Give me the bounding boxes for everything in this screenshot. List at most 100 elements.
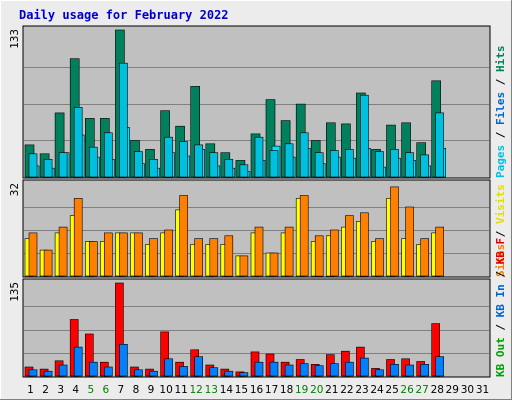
- x-tick-label-5: 5: [87, 384, 94, 396]
- bar-sites-day-11: [179, 195, 188, 277]
- bar-pages-day-20: [314, 152, 324, 178]
- x-tick-label-17: 17: [265, 384, 278, 396]
- bar-kbin-day-21: [329, 363, 339, 377]
- legend-item-files: Files: [494, 92, 507, 125]
- legend-item-visits: Visits: [494, 184, 507, 224]
- bar-pages-day-6: [104, 132, 113, 178]
- bar-sites-day-22: [345, 215, 354, 277]
- x-axis-ticks: 1 2 3 4 5 6 7 8 9 10 11 12 13 14 15 16 17 18 19 20 21 22 23 24 2…: [27, 384, 489, 396]
- legend-kb: KB Out / KB In / KB F: [494, 238, 507, 377]
- bar-sites-day-21: [329, 229, 339, 277]
- bar-kbin-day-27: [420, 363, 430, 377]
- bar-kbin-day-11: [179, 366, 188, 377]
- bar-kbin-day-1: [28, 369, 38, 377]
- bar-sites-day-28: [435, 226, 445, 277]
- panel-hits-files-pages: 133 Pages / Files / Hits: [8, 25, 507, 179]
- bar-sites-day-10: [164, 229, 173, 277]
- legend-item-sites: Sites: [494, 244, 507, 277]
- legend-separator: /: [494, 72, 507, 92]
- x-tick-label-31: 31: [476, 384, 489, 396]
- bar-pages-day-11: [179, 141, 188, 178]
- bar-sites-day-27: [420, 238, 430, 277]
- x-tick-label-19: 19: [295, 384, 308, 396]
- bar-kbin-day-12: [194, 356, 203, 377]
- bar-kbin-day-23: [360, 357, 369, 377]
- x-tick-label-8: 8: [133, 384, 140, 396]
- bar-pages-day-24: [375, 151, 384, 178]
- x-tick-label-10: 10: [159, 384, 172, 396]
- bar-kbin-day-14: [224, 370, 234, 377]
- x-tick-label-7: 7: [118, 384, 125, 396]
- bar-pages-day-23: [360, 94, 369, 178]
- x-tick-label-25: 25: [385, 384, 398, 396]
- bar-kbin-day-28: [435, 356, 445, 377]
- legend-item-pages: Pages: [494, 145, 507, 178]
- x-tick-label-18: 18: [280, 384, 293, 396]
- chart-title: Daily usage for February 2022: [19, 8, 229, 22]
- bar-kbin-day-17: [269, 361, 279, 377]
- bar-pages-day-28: [435, 112, 445, 178]
- panel-kb: 135 KB Out / KB In / KB F: [8, 238, 507, 378]
- x-tick-label-3: 3: [57, 384, 64, 396]
- bar-sites-day-4: [73, 198, 83, 277]
- bar-kbin-day-7: [119, 343, 128, 377]
- bar-pages-day-15: [239, 164, 249, 178]
- bar-pages-day-25: [390, 149, 399, 178]
- bar-pages-day-22: [345, 149, 354, 178]
- x-tick-label-12: 12: [190, 384, 203, 396]
- x-tick-label-2: 2: [42, 384, 49, 396]
- bar-kbin-day-18: [284, 364, 294, 377]
- bar-pages-day-9: [149, 159, 158, 178]
- ymax-label: 32: [8, 183, 21, 196]
- x-tick-label-4: 4: [72, 384, 79, 396]
- bar-sites-day-8: [134, 232, 143, 277]
- bar-sites-day-17: [269, 252, 279, 277]
- bar-pages-day-26: [405, 152, 414, 178]
- bar-pages-day-27: [420, 154, 430, 178]
- x-tick-label-30: 30: [461, 384, 474, 396]
- bar-sites-day-2: [43, 249, 53, 277]
- legend-hits-files-pages: Pages / Files / Hits: [494, 46, 507, 179]
- bar-kbin-day-10: [164, 358, 173, 377]
- x-tick-label-1: 1: [27, 384, 34, 396]
- x-tick-label-16: 16: [250, 384, 264, 396]
- panel-visits-sites: 32 Sites / Visits: [8, 179, 507, 278]
- bar-sites-day-6: [104, 232, 113, 277]
- x-tick-label-22: 22: [340, 384, 353, 396]
- ymax-label: 135: [8, 282, 21, 302]
- chart-panels: 133 Pages / Files / Hits 32 Sites / Visits 1…: [8, 25, 507, 378]
- bar-pages-day-5: [89, 146, 98, 178]
- bar-kbin-day-5: [89, 361, 98, 377]
- bar-pages-day-7: [119, 62, 128, 178]
- ymax-label: 133: [8, 29, 21, 49]
- bar-sites-day-12: [194, 238, 203, 277]
- bar-pages-day-3: [58, 152, 68, 178]
- bar-kbin-day-25: [390, 363, 399, 377]
- x-tick-label-27: 27: [416, 384, 429, 396]
- bar-pages-day-10: [164, 136, 173, 178]
- bar-kbin-day-26: [405, 364, 414, 377]
- bar-sites-day-26: [405, 206, 414, 277]
- bar-kbin-day-9: [149, 370, 158, 377]
- bar-kbin-day-20: [314, 365, 324, 377]
- bar-kbin-day-16: [254, 361, 264, 377]
- bar-sites-day-13: [209, 238, 219, 277]
- bar-pages-day-16: [254, 136, 264, 178]
- x-tick-label-26: 26: [400, 384, 414, 396]
- bar-pages-day-8: [134, 151, 143, 178]
- bar-kbin-day-22: [345, 361, 354, 377]
- x-tick-label-24: 24: [370, 384, 384, 396]
- bar-sites-day-20: [314, 235, 324, 277]
- bar-sites-day-3: [58, 226, 68, 277]
- x-tick-label-11: 11: [175, 384, 188, 396]
- x-tick-label-6: 6: [103, 384, 110, 396]
- legend-separator: /: [494, 264, 507, 284]
- x-tick-label-29: 29: [446, 384, 459, 396]
- x-tick-label-20: 20: [310, 384, 323, 396]
- bar-sites-day-1: [28, 232, 38, 277]
- legend-item-hits: Hits: [494, 46, 507, 73]
- legend-separator: /: [494, 224, 507, 244]
- bar-sites-day-18: [284, 226, 294, 277]
- x-tick-label-9: 9: [148, 384, 155, 396]
- bar-kbin-day-3: [58, 364, 68, 377]
